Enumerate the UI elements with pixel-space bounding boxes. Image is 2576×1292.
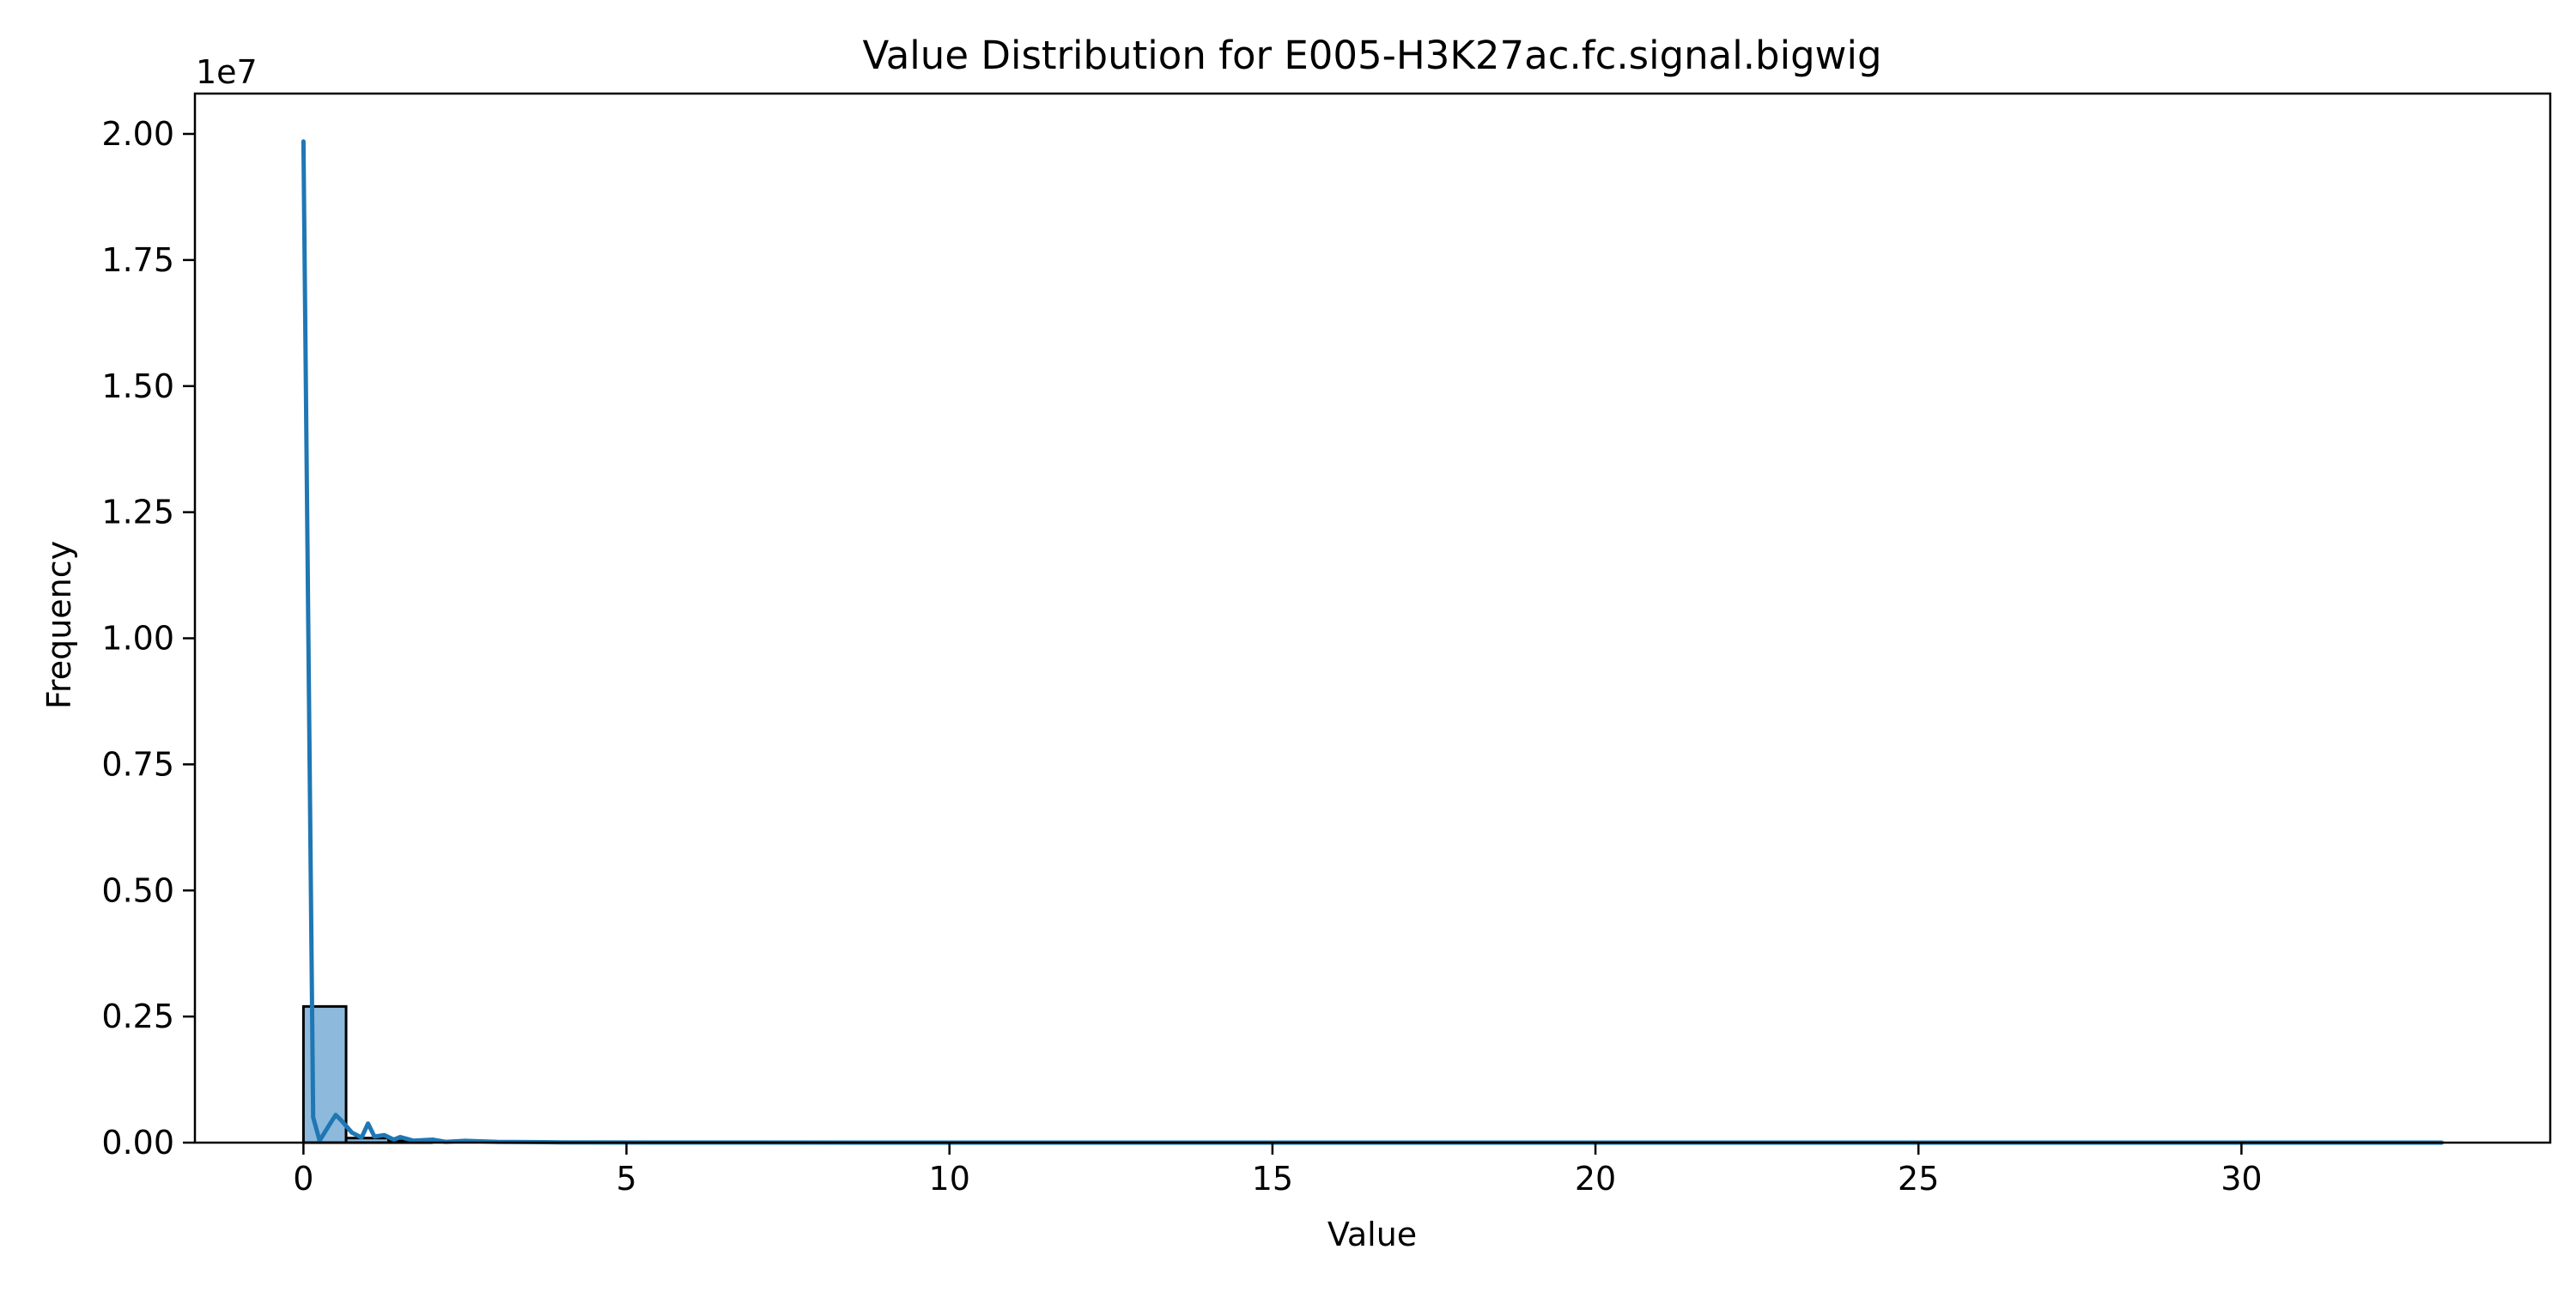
x-tick-label-5: 25 (1898, 1160, 1939, 1198)
plot-area: 0 5 10 15 20 25 30 0.00 0.25 0.50 0.75 1.00 1.25 1.50… (101, 92, 2552, 1198)
y-tick-label-7: 1.75 (101, 241, 174, 279)
x-tick-label-4: 20 (1575, 1160, 1616, 1198)
chart-title: Value Distribution for E005-H3K27ac.fc.s… (862, 33, 1881, 78)
y-axis-label: Frequency (40, 541, 78, 709)
x-tick-label-1: 5 (616, 1160, 636, 1198)
x-tick-label-2: 10 (929, 1160, 970, 1198)
y-scale-label: 1e7 (196, 53, 258, 91)
kde-line (301, 139, 2445, 1145)
y-tick-label-8: 2.00 (101, 115, 174, 153)
y-tick-label-3: 0.75 (101, 745, 174, 783)
y-tick-label-1: 0.25 (101, 998, 174, 1035)
x-tick-label-0: 0 (293, 1160, 313, 1198)
axes-frame (193, 92, 2552, 1144)
x-axis-label: Value (1327, 1216, 1417, 1253)
y-tick-label-4: 1.00 (101, 620, 174, 658)
y-tick-label-0: 0.00 (101, 1124, 174, 1162)
histogram-bar-0 (301, 1004, 348, 1144)
y-tick-label-2: 0.50 (101, 871, 174, 909)
y-tick-label-5: 1.25 (101, 494, 174, 531)
y-tick-label-6: 1.50 (101, 367, 174, 405)
x-tick-label-3: 15 (1252, 1160, 1293, 1198)
x-tick-label-6: 30 (2221, 1160, 2262, 1198)
